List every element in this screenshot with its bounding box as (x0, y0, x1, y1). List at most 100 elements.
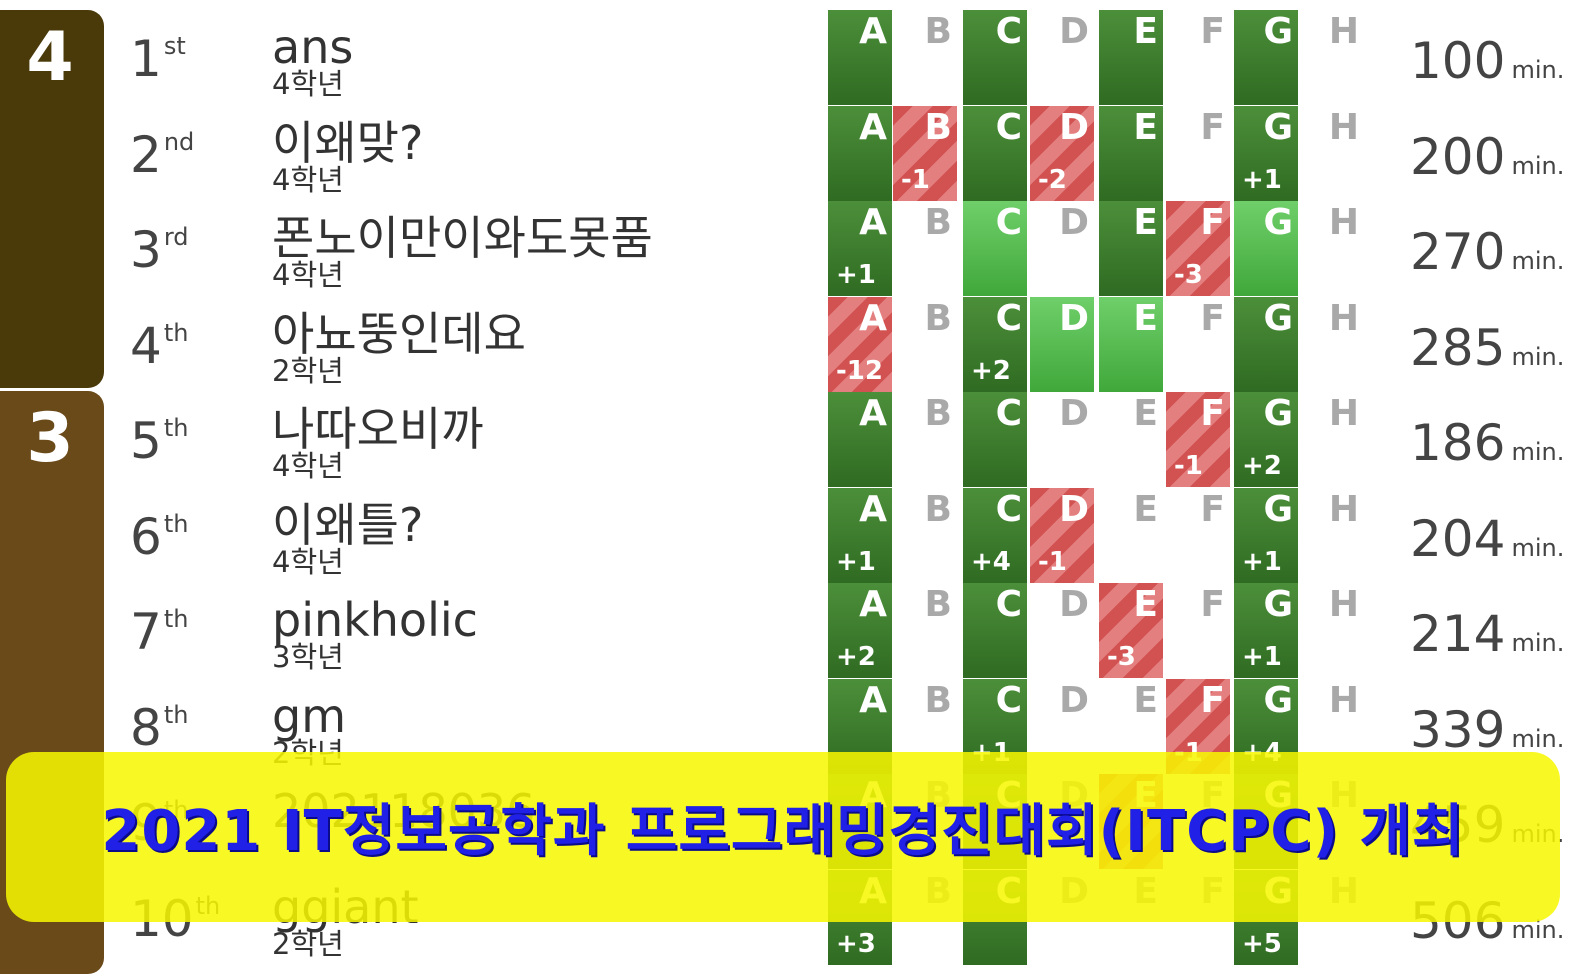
team-grade: 4학년 (272, 449, 344, 483)
penalty-time: 270 min. (1410, 227, 1564, 277)
problem-letter: A (859, 11, 887, 52)
penalty-time-value: 186 (1410, 414, 1506, 472)
problem-cell-d: D (1030, 583, 1094, 678)
rank-number: 4 (130, 316, 162, 375)
problem-letter: H (1328, 202, 1359, 243)
team-name: 폰노이만이와도못품 (272, 211, 653, 265)
problem-attempts: -1 (1038, 546, 1067, 577)
problem-cell-c: C (963, 10, 1027, 105)
rank-suffix: th (163, 509, 189, 538)
team-row: 2nd 이왜맞? 4학년 A B -1 C D -2 E F G +1 H 200 min. (0, 105, 1592, 202)
problem-cell-d: D (1030, 201, 1094, 296)
rank: 6th (130, 512, 188, 562)
problem-cell-h: H (1300, 679, 1364, 774)
rank-number: 5 (130, 412, 162, 470)
problem-cell-d: D -1 (1030, 487, 1094, 583)
problem-letter: A (859, 679, 887, 721)
problem-cell-e: E (1099, 105, 1163, 201)
problem-letter: H (1328, 106, 1359, 148)
problem-attempts: -3 (1174, 260, 1203, 290)
penalty-time-value: 100 (1410, 32, 1506, 90)
team-grade: 2학년 (272, 353, 344, 388)
problem-cell-f: F (1166, 583, 1230, 678)
problem-cell-f: F (1166, 10, 1230, 105)
team-name: 나따오비까 (272, 402, 484, 456)
problem-letter: E (1133, 393, 1158, 434)
rank-number: 1 (130, 30, 162, 88)
rank: 8th (130, 703, 188, 753)
problem-cell-d: D -2 (1030, 105, 1094, 201)
problem-letter: B (924, 584, 952, 625)
rank: 7th (130, 607, 188, 657)
penalty-time: 204 min. (1410, 514, 1564, 564)
team-row: 1st ans 4학년 A B C D E F G H 100 min. (0, 10, 1592, 106)
problem-cell-e: E (1099, 392, 1163, 487)
problem-cell-b: B (893, 488, 957, 583)
team-grade: 4학년 (272, 162, 344, 197)
problem-letter: F (1200, 679, 1225, 721)
penalty-time-unit: min. (1511, 151, 1565, 180)
problem-letter: D (1059, 202, 1089, 243)
penalty-time: 200 min. (1410, 132, 1564, 182)
problem-letter: F (1200, 11, 1225, 52)
rank-suffix: th (163, 700, 189, 729)
penalty-time-unit: min. (1511, 56, 1565, 84)
problem-cell-b: B (893, 201, 957, 296)
problem-cell-e: E (1099, 488, 1163, 583)
problem-cell-c: C (963, 583, 1027, 678)
problem-cell-h: H (1300, 392, 1364, 487)
problem-letter: B (924, 11, 952, 52)
problem-cell-f: F (1166, 106, 1230, 201)
problem-attempts: -1 (901, 164, 930, 195)
penalty-time-unit: min. (1511, 533, 1565, 562)
problem-letter: H (1328, 297, 1359, 339)
rank: 1st (130, 34, 186, 84)
score-group-4: 4 (0, 10, 104, 388)
problem-cell-e: E (1099, 679, 1163, 774)
problem-cell-g: G (1234, 10, 1298, 105)
banner-title: 2021 IT정보공학과 프로그래밍경진대회(ITCPC) 개최 (101, 799, 1465, 864)
problem-cell-h: H (1300, 297, 1364, 392)
rank: 3rd (130, 225, 189, 275)
team-grade: 3학년 (272, 640, 344, 674)
problem-letter: H (1328, 584, 1359, 625)
problem-letter: G (1263, 679, 1293, 721)
problem-cell-g: G +2 (1234, 392, 1298, 487)
problem-cell-f: F (1166, 297, 1230, 392)
rank-number: 7 (130, 603, 162, 661)
problem-cell-b: B (893, 392, 957, 487)
problem-letter: B (924, 679, 952, 721)
problem-cell-f: F -1 (1166, 392, 1230, 487)
problem-attempts: +1 (836, 260, 876, 290)
rank-suffix: nd (163, 127, 195, 156)
rank-suffix: st (163, 32, 186, 60)
team-grade: 4학년 (272, 67, 344, 101)
problem-letter: B (924, 488, 952, 530)
problem-cell-e: E (1099, 10, 1163, 105)
problem-letter: G (1263, 202, 1293, 243)
problem-letter: C (995, 202, 1022, 243)
problem-letter: A (859, 393, 887, 434)
penalty-time: 100 min. (1410, 36, 1564, 86)
problem-letter: G (1263, 584, 1293, 625)
problem-cell-g: G +1 (1234, 487, 1298, 583)
team-grade: 2학년 (272, 926, 344, 961)
rank-suffix: th (163, 318, 189, 347)
team-name: ans (272, 20, 354, 74)
problem-cell-b: B -1 (893, 105, 957, 201)
problem-letter: B (924, 202, 952, 243)
problem-letter: G (1263, 297, 1293, 339)
team-grade: 4학년 (272, 258, 344, 292)
rank-number: 6 (130, 507, 162, 566)
penalty-time-value: 339 (1410, 700, 1506, 759)
problem-letter: C (995, 584, 1022, 625)
problem-cell-h: H (1300, 488, 1364, 583)
team-row: 5th 나따오비까 4학년 A B C D E F -1 G +2 H 186 min. (0, 392, 1592, 488)
problem-letter: E (1133, 488, 1158, 530)
team-row: 3rd 폰노이만이와도못품 4학년 A +1 B C D E F -3 G H 270 min. (0, 201, 1592, 297)
team-name: 이왜맞? (272, 115, 424, 170)
problem-letter: D (1059, 11, 1089, 52)
problem-cell-c: C (963, 392, 1027, 487)
problem-cell-d: D (1030, 392, 1094, 487)
problem-attempts: -12 (836, 355, 883, 386)
